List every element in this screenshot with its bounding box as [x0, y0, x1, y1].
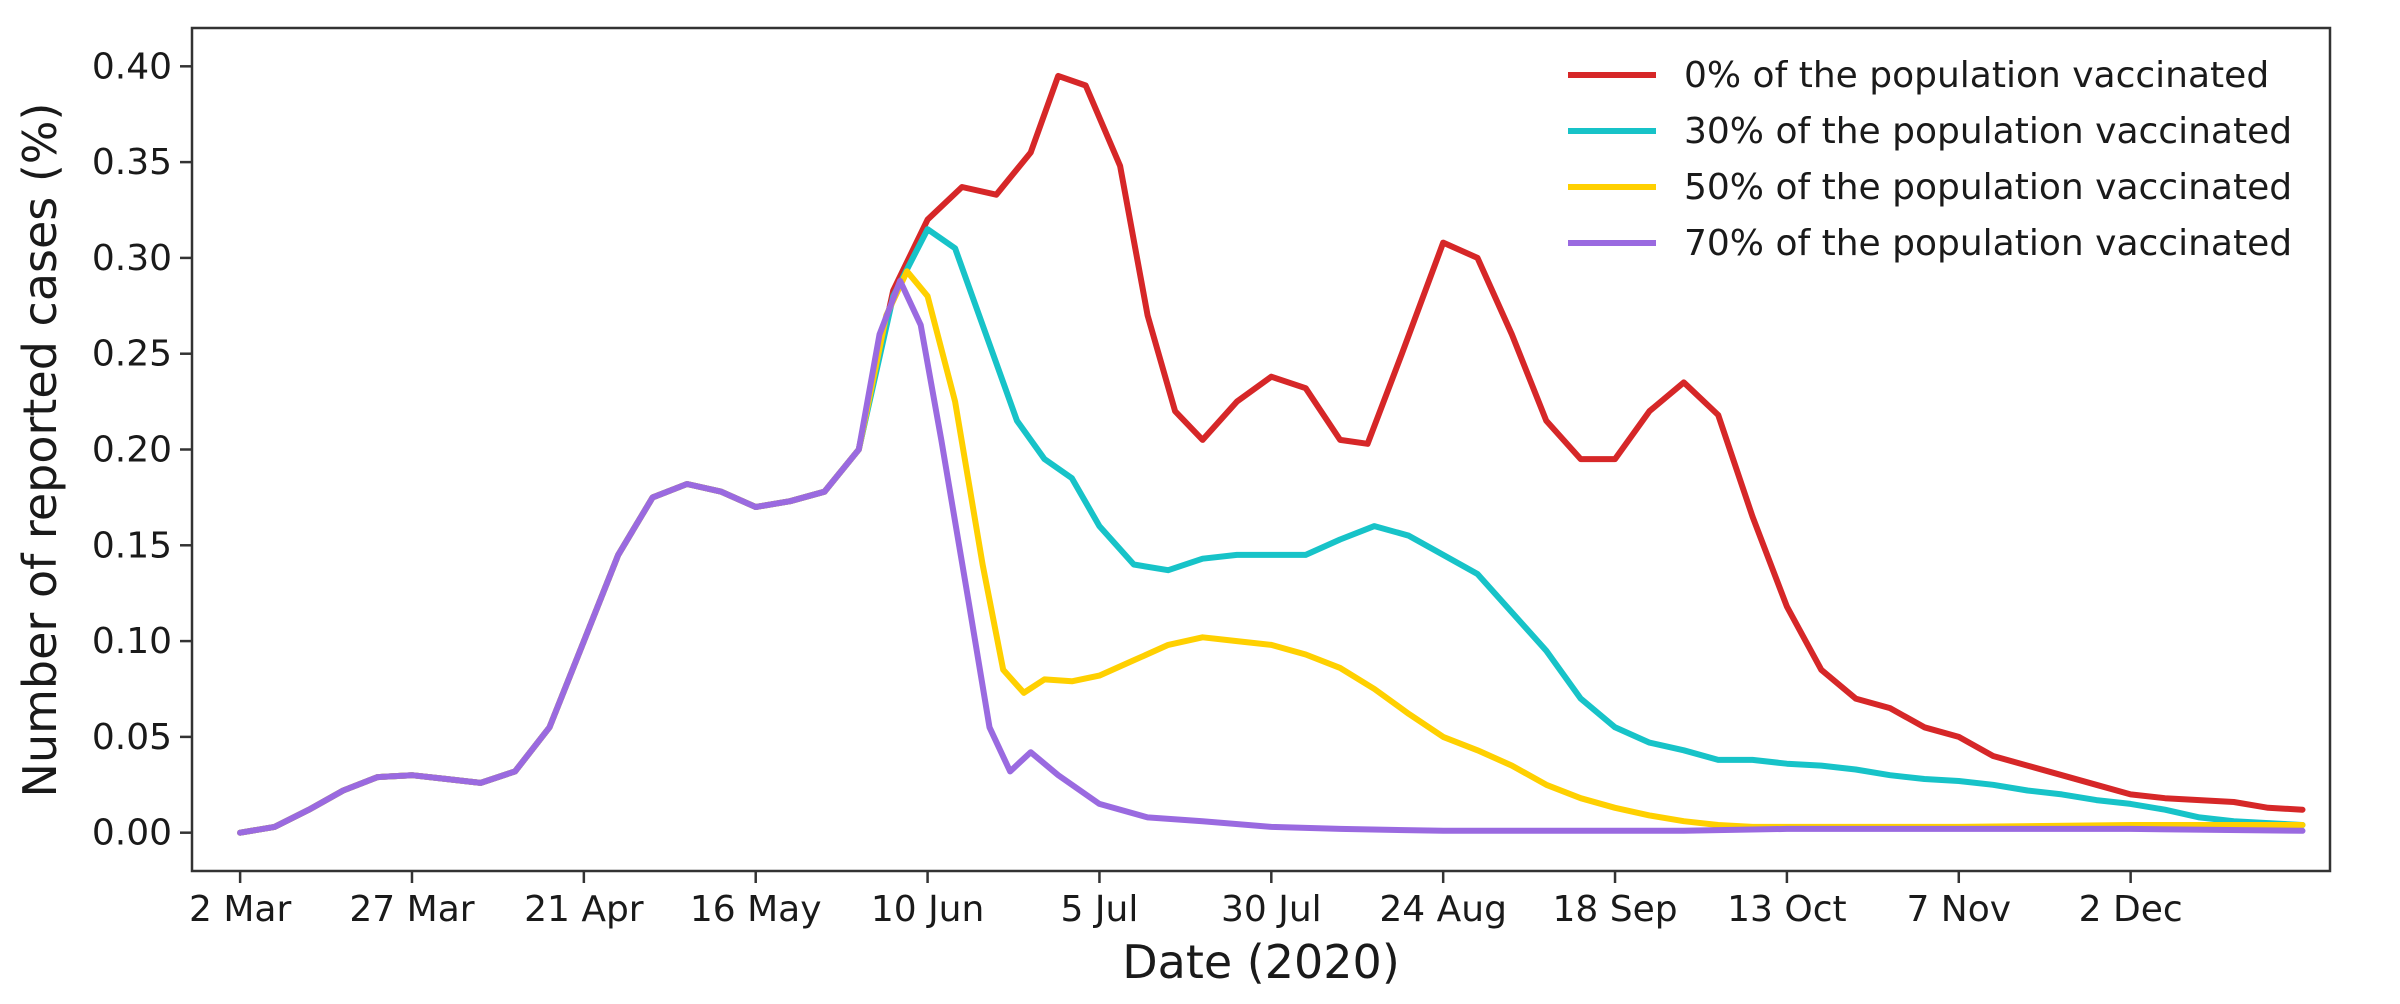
- y-axis: 0.00 0.05 0.10 0.15 0.20 0.25 0.30 0.35 0.40: [92, 46, 192, 854]
- x-tick-label: 30 Jul: [1221, 889, 1322, 930]
- legend: 0% of the population vaccinated 30% of th…: [1568, 55, 2292, 264]
- series-line-3: [237, 277, 2306, 836]
- y-axis-title: Number of reported cases (%): [13, 103, 67, 798]
- x-tick-label: 27 Mar: [349, 889, 474, 930]
- y-tick-label: 0.00: [92, 813, 172, 854]
- series-layer: [237, 72, 2306, 836]
- legend-label-0: 0% of the population vaccinated: [1684, 55, 2269, 96]
- legend-label-1: 30% of the population vaccinated: [1684, 111, 2292, 152]
- y-tick-label: 0.10: [92, 621, 172, 662]
- y-tick-label: 0.15: [92, 525, 172, 566]
- x-tick-label: 18 Sep: [1552, 889, 1677, 930]
- x-tick-label: 24 Aug: [1379, 889, 1507, 930]
- x-tick-label: 2 Mar: [189, 889, 291, 930]
- y-tick-label: 0.20: [92, 430, 172, 471]
- x-tick-label: 5 Jul: [1061, 889, 1139, 930]
- legend-label-3: 70% of the population vaccinated: [1684, 223, 2292, 264]
- x-tick-label: 2 Dec: [2079, 889, 2183, 930]
- x-tick-label: 10 Jun: [871, 889, 985, 930]
- x-axis: 2 Mar 27 Mar 21 Apr 16 May 10 Jun 5 Jul 30 Jul…: [189, 871, 2183, 930]
- y-tick-label: 0.40: [92, 46, 172, 87]
- x-tick-label: 16 May: [690, 889, 822, 930]
- y-tick-label: 0.25: [92, 334, 172, 375]
- x-tick-label: 7 Nov: [1906, 889, 2011, 930]
- x-tick-label: 13 Oct: [1727, 889, 1847, 930]
- series-line-1: [237, 226, 2306, 836]
- plot-area: [190, 26, 2332, 873]
- plot-frame: [190, 26, 2332, 873]
- y-tick-label: 0.35: [92, 142, 172, 183]
- x-tick-label: 21 Apr: [524, 889, 644, 930]
- y-tick-label: 0.30: [92, 238, 172, 279]
- x-axis-title: Date (2020): [1122, 935, 1400, 989]
- y-tick-label: 0.05: [92, 717, 172, 758]
- legend-label-2: 50% of the population vaccinated: [1684, 167, 2292, 208]
